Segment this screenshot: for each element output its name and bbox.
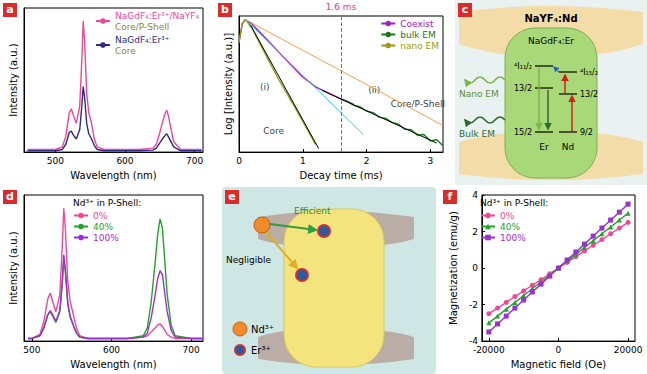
svg-text:Log [Intensity (a.u.)]: Log [Intensity (a.u.)] xyxy=(223,33,234,135)
svg-text:700: 700 xyxy=(182,345,199,355)
svg-text:Nd: Nd xyxy=(562,142,574,152)
svg-text:Coexist: Coexist xyxy=(400,19,434,29)
svg-text:Intensity (a.u.): Intensity (a.u.) xyxy=(8,231,19,304)
svg-text:Efficient: Efficient xyxy=(294,206,331,216)
svg-text:0: 0 xyxy=(472,263,478,273)
svg-text:500: 500 xyxy=(47,156,64,166)
svg-text:20000: 20000 xyxy=(614,345,643,355)
svg-text:-20000: -20000 xyxy=(473,345,505,355)
svg-text:Core: Core xyxy=(115,46,136,56)
svg-text:Nd³⁺ in P-Shell:: Nd³⁺ in P-Shell: xyxy=(480,198,548,208)
svg-text:Bulk EM: Bulk EM xyxy=(459,129,495,139)
svg-text:2: 2 xyxy=(364,156,370,166)
svg-text:(i): (i) xyxy=(260,82,270,92)
svg-text:bulk EM: bulk EM xyxy=(400,30,435,40)
svg-text:9/2: 9/2 xyxy=(580,128,593,137)
svg-text:40%: 40% xyxy=(500,222,520,232)
svg-text:Nd³⁺ in P-Shell:: Nd³⁺ in P-Shell: xyxy=(73,198,141,208)
html-text:a: a xyxy=(6,3,14,16)
svg-text:0: 0 xyxy=(236,156,242,166)
html-text:d: d xyxy=(6,190,14,203)
svg-text:Decay time (ms): Decay time (ms) xyxy=(299,170,382,181)
svg-text:⁴I₁₁/₂: ⁴I₁₁/₂ xyxy=(514,62,532,71)
svg-text:0%: 0% xyxy=(500,211,515,221)
svg-text:Wavelength (nm): Wavelength (nm) xyxy=(70,170,156,181)
svg-text:700: 700 xyxy=(186,156,203,166)
svg-text:NaGdF₄:Er³⁺: NaGdF₄:Er³⁺ xyxy=(115,35,170,45)
svg-text:4: 4 xyxy=(472,190,478,200)
svg-text:100%: 100% xyxy=(500,233,526,243)
svg-text:nano EM: nano EM xyxy=(400,41,439,51)
svg-text:13/2: 13/2 xyxy=(580,90,598,99)
svg-text:600: 600 xyxy=(103,345,120,355)
svg-text:(ii): (ii) xyxy=(368,85,381,96)
html-text:e: e xyxy=(228,190,236,203)
svg-text:NaGdF₄:Er³⁺/NaYF₄: NaGdF₄:Er³⁺/NaYF₄ xyxy=(115,11,199,21)
html-text:f: f xyxy=(447,190,453,203)
svg-text:100%: 100% xyxy=(93,233,119,243)
svg-text:⁴I₁₅/₂: ⁴I₁₅/₂ xyxy=(580,68,598,77)
svg-text:40%: 40% xyxy=(93,222,113,232)
svg-text:1.6 ms: 1.6 ms xyxy=(326,2,357,12)
svg-text:Negligible: Negligible xyxy=(226,255,271,265)
html-text:c: c xyxy=(461,3,469,16)
svg-text:NaGdF₄:Er: NaGdF₄:Er xyxy=(528,36,574,46)
svg-text:Nd³⁺: Nd³⁺ xyxy=(251,324,274,335)
svg-text:13/2: 13/2 xyxy=(514,84,532,93)
svg-text:Magnetization (emu/g): Magnetization (emu/g) xyxy=(448,211,459,325)
svg-text:Nano EM: Nano EM xyxy=(459,89,499,99)
svg-text:Intensity (a.u.): Intensity (a.u.) xyxy=(8,43,19,116)
html-text:b: b xyxy=(221,3,229,16)
svg-text:Wavelength (nm): Wavelength (nm) xyxy=(70,359,156,370)
svg-text:Core/P-Shell: Core/P-Shell xyxy=(115,22,169,32)
svg-text:1: 1 xyxy=(300,156,306,166)
svg-text:0%: 0% xyxy=(93,211,108,221)
svg-text:2: 2 xyxy=(472,227,478,237)
svg-text:Core: Core xyxy=(263,126,284,136)
svg-text:-2: -2 xyxy=(469,300,478,310)
svg-text:15/2: 15/2 xyxy=(514,128,532,137)
svg-text:Er³⁺: Er³⁺ xyxy=(251,345,271,356)
svg-text:500: 500 xyxy=(23,345,40,355)
svg-text:-4: -4 xyxy=(468,336,478,347)
svg-text:3: 3 xyxy=(427,156,433,166)
svg-text:Magnetic field (Oe): Magnetic field (Oe) xyxy=(511,359,607,370)
svg-text:600: 600 xyxy=(116,156,133,166)
svg-text:0: 0 xyxy=(556,345,562,355)
svg-text:NaYF₄:Nd: NaYF₄:Nd xyxy=(524,13,577,24)
svg-text:Er: Er xyxy=(539,142,549,152)
svg-text:Core/P-Shell: Core/P-Shell xyxy=(391,99,445,109)
